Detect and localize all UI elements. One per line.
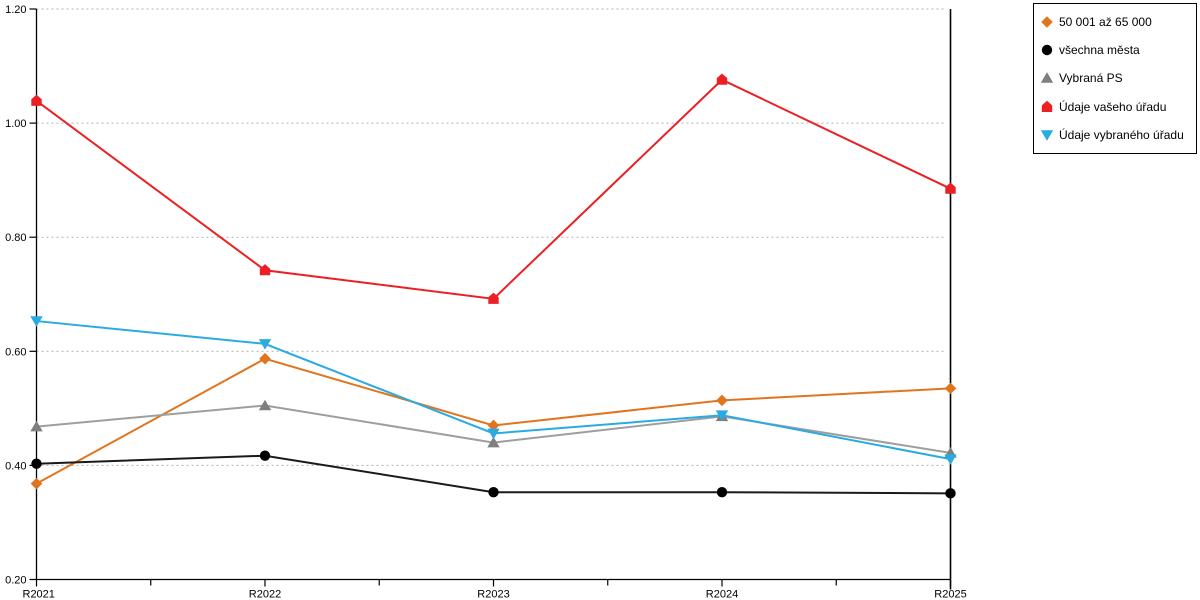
svg-text:1.20: 1.20 — [5, 4, 26, 16]
svg-text:0.40: 0.40 — [5, 460, 26, 472]
legend-item: 50 001 až 65 000 — [1040, 15, 1190, 29]
legend-label: Údaje vybraného úřadu — [1059, 127, 1184, 142]
svg-text:R2024: R2024 — [706, 589, 738, 600]
legend-label: 50 001 až 65 000 — [1059, 15, 1152, 30]
triangle-down-icon — [1040, 128, 1054, 142]
series-diamond — [30, 352, 957, 490]
circle-icon — [1040, 43, 1054, 57]
svg-text:0.20: 0.20 — [5, 575, 26, 587]
pentagon-icon — [1040, 100, 1054, 114]
series-circle — [31, 450, 956, 499]
svg-text:0.80: 0.80 — [5, 232, 26, 244]
svg-text:R2025: R2025 — [934, 589, 966, 600]
legend-item: všechna města — [1040, 43, 1190, 57]
legend-label: Údaje vašeho úřadu — [1059, 99, 1167, 114]
legend-item: Údaje vašeho úřadu — [1040, 100, 1190, 114]
svg-text:1.00: 1.00 — [5, 118, 26, 130]
legend-label: Vybraná PS — [1059, 71, 1123, 86]
legend-item: Vybraná PS — [1040, 71, 1190, 85]
svg-text:R2023: R2023 — [477, 589, 509, 600]
diamond-icon — [1040, 15, 1054, 29]
triangle-up-icon — [1040, 71, 1054, 85]
series-pentagon — [31, 73, 956, 304]
series-triangle-down — [30, 316, 957, 465]
legend: 50 001 až 65 000 všechna města Vybraná P… — [1033, 3, 1197, 154]
svg-text:R2022: R2022 — [249, 589, 281, 600]
svg-text:0.60: 0.60 — [5, 346, 26, 358]
legend-label: všechna města — [1059, 43, 1140, 58]
svg-text:R2021: R2021 — [23, 589, 55, 600]
legend-item: Údaje vybraného úřadu — [1040, 128, 1190, 142]
